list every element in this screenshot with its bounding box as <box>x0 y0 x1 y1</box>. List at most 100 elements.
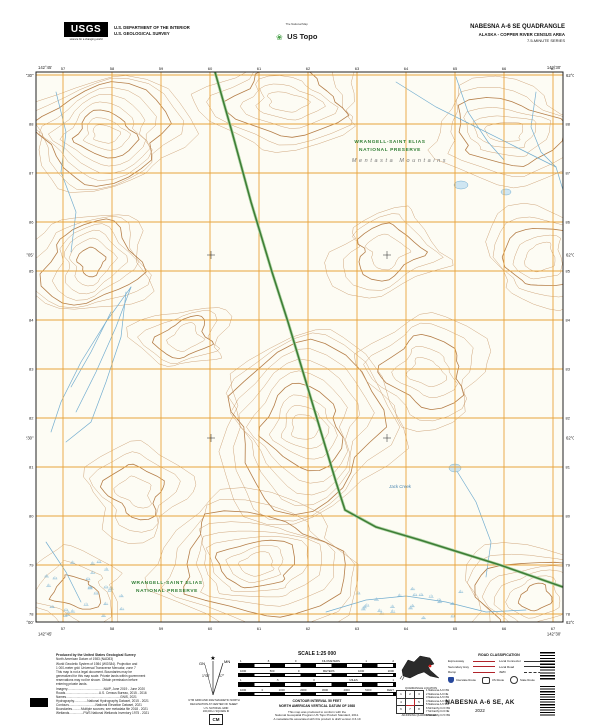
svg-text:62°07'30": 62°07'30" <box>26 73 34 78</box>
registration-mark <box>30 698 48 707</box>
adjoining-quad-name: 8 McCarthy D-5 NW <box>426 713 451 717</box>
svg-text:61: 61 <box>257 66 262 71</box>
svg-text:79: 79 <box>566 562 571 567</box>
adjoining-quad-name: 2 Nabesna A-6 NE <box>426 692 449 696</box>
svg-text:84: 84 <box>29 317 34 322</box>
svg-text:58: 58 <box>110 66 115 71</box>
credit-line: generalized for this map scale. Private … <box>56 674 146 679</box>
svg-text:80: 80 <box>29 513 34 518</box>
credit-line: Wetlands................FWS National Wet… <box>56 711 150 716</box>
svg-text:65: 65 <box>453 626 458 631</box>
dept-line1: U.S. DEPARTMENT OF THE INTERIOR <box>114 25 190 30</box>
credit-line: This map is not a legal document. Bounda… <box>56 669 133 674</box>
svg-text:62°07'30": 62°07'30" <box>566 73 574 78</box>
svg-text:62°05': 62°05' <box>566 252 574 257</box>
alaska-outline-map <box>399 655 440 681</box>
map-label: NATIONAL PRESERVE <box>136 588 198 594</box>
map-label: WRANGELL-SAINT ELIAS <box>131 580 202 586</box>
quad-title: NABESNA A-6 SE QUADRANGLE <box>470 24 565 30</box>
adjoining-quad-name: 7 McCarthy D-6 NE <box>426 710 450 713</box>
credit-line: Produced by the United States Geological… <box>56 653 136 657</box>
svg-text:78: 78 <box>29 611 34 616</box>
svg-text:86: 86 <box>566 219 571 224</box>
usgs-logo-tagline: science for a changing world <box>69 38 103 41</box>
sheet-year: 2022 <box>475 708 485 713</box>
svg-text:57: 57 <box>61 626 66 631</box>
svg-text:62°00': 62°00' <box>26 620 34 625</box>
mn-angle: 17° <box>219 674 225 678</box>
dept-line2: U.S. GEOLOGICAL SURVEY <box>114 31 170 37</box>
adjoining-quad-name: 5 Nabesna A-5 SW <box>426 703 449 706</box>
magnetic-north-label: MN <box>224 659 230 664</box>
svg-text:62°05': 62°05' <box>26 252 34 257</box>
svg-text:86: 86 <box>29 219 34 224</box>
svg-text:84: 84 <box>566 317 571 322</box>
credit-line: Imagery.................................… <box>56 686 145 691</box>
usng-square-id: CM <box>209 714 223 725</box>
national-map-tagline: The National Map <box>285 22 308 26</box>
svg-text:61: 61 <box>257 626 262 631</box>
svg-text:87: 87 <box>29 170 34 175</box>
svg-text:82: 82 <box>29 415 34 420</box>
road-classification-legend: ROAD CLASSIFICATION Expressway Local Conn… <box>448 653 550 684</box>
us-shield-icon <box>481 676 490 684</box>
svg-text:66: 66 <box>502 66 507 71</box>
svg-text:88: 88 <box>566 121 571 126</box>
usgs-logo: USGS <box>64 22 108 37</box>
svg-text:67: 67 <box>551 66 556 71</box>
scale-bar: 1000 0 1000 2000 3000 4000 5000 FEET <box>238 688 396 697</box>
svg-text:78: 78 <box>566 611 571 616</box>
sheet-title-block: NABESNA A-6 SE, AK 2022 <box>428 699 532 713</box>
ustopo-brand: US Topo <box>287 32 318 41</box>
contour-interval-note: CONTOUR INTERVAL 50 FEET NORTH AMERICAN … <box>278 699 356 708</box>
credit-line: Contours..............................Na… <box>56 703 142 708</box>
adjoining-quads-list: 1 Nabesna A-6 NW 2 Nabesna A-6 NE 3 Nabesn… <box>426 689 450 717</box>
ustopo-logo: The National Map ❀ US Topo <box>276 22 317 44</box>
svg-text:82: 82 <box>566 415 571 420</box>
quadrangle-location-caption: QUADRANGLE LOCATION <box>405 687 437 690</box>
declination-caption: UTM GRID AND 2022 MAGNETIC NORTH DECLINA… <box>188 699 240 706</box>
svg-text:60: 60 <box>208 626 213 631</box>
svg-text:66: 66 <box>502 626 507 631</box>
svg-text:63: 63 <box>355 626 360 631</box>
svg-text:62°02'30": 62°02'30" <box>566 435 574 440</box>
scale-bars: 1.5 0 KILOMETERS 1 2 1000 500 0 METERS 1000 2000 1.… <box>238 659 396 697</box>
usgs-barcode <box>540 652 555 680</box>
adjoining-quad-name: 3 Nabesna A-5 NW <box>426 696 450 699</box>
adjoining-quad-name: 1 Nabesna A-6 NW <box>426 689 450 692</box>
gn-angle: 1°02' <box>202 674 210 678</box>
road-legend-row: Secondary Hwy Local Road <box>448 665 550 669</box>
svg-text:67: 67 <box>551 626 556 631</box>
scale-block: SCALE 1:25 000 1.5 0 KILOMETERS 1 2 1000 500 0 M… <box>238 651 396 722</box>
road-legend-row: Expressway Local Connector <box>448 659 550 663</box>
svg-text:64: 64 <box>404 66 409 71</box>
svg-text:87: 87 <box>566 170 571 175</box>
svg-text:142°30': 142°30' <box>547 65 561 70</box>
road-legend-title: ROAD CLASSIFICATION <box>478 653 520 657</box>
true-north-star: ★ <box>210 655 215 662</box>
quad-location-dot <box>428 664 432 668</box>
svg-text:142°30': 142°30' <box>547 632 561 637</box>
credit-line: Roads...................................… <box>56 690 147 695</box>
interstate-shield-icon <box>448 677 454 683</box>
svg-text:83: 83 <box>29 366 34 371</box>
scale-bar: 1000 500 0 METERS 1000 2000 <box>238 669 396 678</box>
standard-note: This map was produced to conform with th… <box>273 709 361 722</box>
svg-text:83: 83 <box>566 366 571 371</box>
svg-text:63: 63 <box>355 66 360 71</box>
map-credits: Produced by the United States Geological… <box>56 653 190 716</box>
svg-text:57: 57 <box>61 66 66 71</box>
adjoining-quad-name: 4 Nabesna A-6 SW <box>426 699 449 703</box>
map-label: NATIONAL PRESERVE <box>359 147 421 153</box>
current-quad-cell <box>405 697 415 706</box>
svg-text:62°00': 62°00' <box>566 620 574 625</box>
svg-text:64: 64 <box>404 626 409 631</box>
sheet-title: NABESNA A-6 SE, AK <box>445 699 515 706</box>
credit-line: 1 000-meter grid: Universal Transverse M… <box>56 665 136 670</box>
state-shield-icon <box>510 676 519 684</box>
quad-series: 7.5-MINUTE SERIES <box>526 37 565 43</box>
credit-line: reservations may not be shown. Obtain pe… <box>56 678 138 683</box>
svg-text:62: 62 <box>306 66 311 71</box>
credit-line: North American Datum of 1983 (NAD83) <box>56 657 114 662</box>
